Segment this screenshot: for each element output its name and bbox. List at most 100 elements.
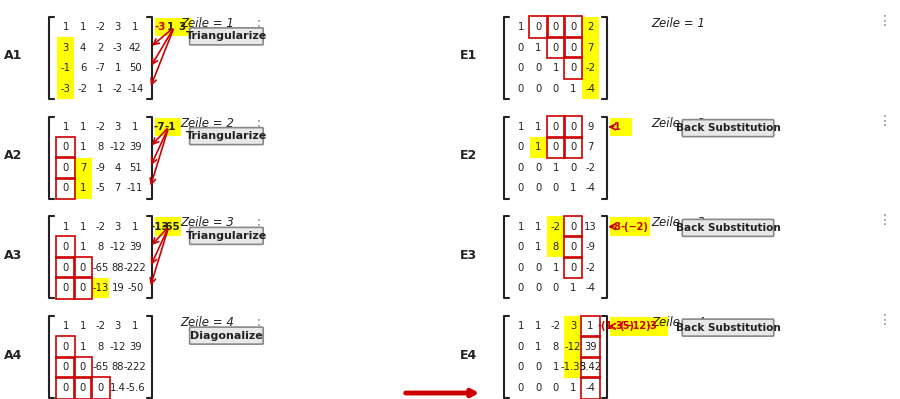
Text: 1: 1: [62, 122, 68, 132]
Text: ⋮: ⋮: [251, 318, 266, 332]
Text: 1: 1: [536, 242, 542, 252]
Text: 8: 8: [97, 242, 104, 252]
Text: 1: 1: [518, 321, 524, 332]
Text: -2: -2: [112, 84, 122, 94]
Text: A2: A2: [4, 149, 23, 162]
Text: -14: -14: [127, 84, 143, 94]
FancyBboxPatch shape: [610, 217, 650, 236]
Text: Zeile = 3: Zeile = 3: [181, 216, 235, 229]
Text: 3: 3: [570, 321, 576, 332]
Text: Zeile = 2: Zeile = 2: [181, 117, 235, 130]
FancyBboxPatch shape: [530, 137, 547, 158]
Text: 1: 1: [570, 383, 576, 393]
Text: 1: 1: [80, 321, 86, 332]
Text: 1: 1: [518, 122, 524, 132]
Text: 1: 1: [80, 142, 86, 152]
Text: 1: 1: [62, 321, 68, 332]
Text: 6: 6: [80, 63, 86, 73]
Text: Zeile = 3: Zeile = 3: [651, 216, 705, 229]
Text: E2: E2: [460, 149, 478, 162]
Text: 0: 0: [518, 43, 524, 53]
FancyBboxPatch shape: [190, 28, 263, 45]
Text: 4: 4: [114, 163, 121, 173]
FancyBboxPatch shape: [190, 327, 263, 344]
Text: -2: -2: [78, 84, 88, 94]
Text: 0: 0: [553, 383, 559, 393]
Text: 88: 88: [112, 263, 124, 273]
Text: 51: 51: [129, 163, 141, 173]
Text: 0: 0: [536, 84, 542, 94]
Text: 0: 0: [62, 383, 68, 393]
Text: 1: 1: [536, 221, 542, 232]
Text: ⋮: ⋮: [878, 14, 892, 28]
Text: 0: 0: [536, 383, 542, 393]
Text: 0: 0: [536, 263, 542, 273]
Text: 1: 1: [518, 22, 524, 32]
Text: 1: 1: [553, 263, 559, 273]
Text: 0: 0: [553, 184, 559, 194]
Text: 0: 0: [518, 142, 524, 152]
Text: 7: 7: [114, 184, 121, 194]
Text: Back Substitution: Back Substitution: [676, 323, 780, 333]
Text: 1: 1: [167, 22, 175, 32]
Text: -2: -2: [95, 221, 105, 232]
FancyBboxPatch shape: [92, 278, 109, 298]
Text: Zeile = 1: Zeile = 1: [181, 17, 235, 30]
Text: 0: 0: [62, 342, 68, 352]
Text: 0: 0: [80, 362, 86, 372]
Text: -4: -4: [586, 184, 596, 194]
Text: 0: 0: [536, 163, 542, 173]
Text: -12: -12: [110, 342, 126, 352]
Text: 1: 1: [132, 221, 139, 232]
Text: 3: 3: [114, 221, 121, 232]
Text: 1: 1: [588, 321, 594, 332]
Text: 0: 0: [536, 362, 542, 372]
Text: 7: 7: [80, 163, 86, 173]
Text: 0: 0: [570, 242, 576, 252]
Text: 1: 1: [553, 362, 559, 372]
Text: Back Substitution: Back Substitution: [676, 223, 780, 233]
FancyBboxPatch shape: [581, 17, 599, 38]
Text: 0: 0: [570, 263, 576, 273]
Text: 3: 3: [62, 43, 68, 53]
Text: 0: 0: [80, 283, 86, 293]
FancyBboxPatch shape: [610, 118, 632, 136]
Text: E4: E4: [460, 349, 478, 361]
Text: Triangularize: Triangularize: [185, 231, 267, 241]
Text: 0: 0: [536, 283, 542, 293]
Text: 13: 13: [584, 221, 597, 232]
Text: 1: 1: [132, 22, 139, 32]
Text: 0: 0: [518, 242, 524, 252]
Text: Triangularize: Triangularize: [185, 32, 267, 41]
Text: 0: 0: [570, 163, 576, 173]
Text: -5.6: -5.6: [125, 383, 145, 393]
Text: -65: -65: [92, 263, 109, 273]
Text: 0: 0: [553, 84, 559, 94]
Text: 0: 0: [518, 63, 524, 73]
Text: -4: -4: [586, 283, 596, 293]
Text: 1: 1: [518, 221, 524, 232]
Text: 0: 0: [518, 163, 524, 173]
Text: -3: -3: [646, 321, 657, 332]
Text: 1: 1: [570, 184, 576, 194]
Text: 0: 0: [97, 383, 104, 393]
Text: -50: -50: [127, 283, 143, 293]
Text: 2: 2: [588, 22, 594, 32]
Text: 3: 3: [178, 22, 185, 32]
Text: 8: 8: [553, 242, 559, 252]
Text: 39: 39: [129, 142, 141, 152]
Text: Back Substitution: Back Substitution: [676, 123, 780, 133]
Text: -11: -11: [127, 184, 143, 194]
Text: 0: 0: [536, 184, 542, 194]
Text: 0: 0: [570, 142, 576, 152]
Text: 1: 1: [80, 242, 86, 252]
Text: Zeile = 4: Zeile = 4: [651, 316, 705, 329]
Text: 8: 8: [553, 342, 559, 352]
Text: 0: 0: [518, 263, 524, 273]
Text: -2: -2: [95, 122, 105, 132]
Text: 0: 0: [570, 22, 576, 32]
Text: 39: 39: [129, 242, 141, 252]
FancyBboxPatch shape: [581, 38, 599, 58]
Text: -7: -7: [95, 63, 105, 73]
Text: 1: 1: [570, 283, 576, 293]
